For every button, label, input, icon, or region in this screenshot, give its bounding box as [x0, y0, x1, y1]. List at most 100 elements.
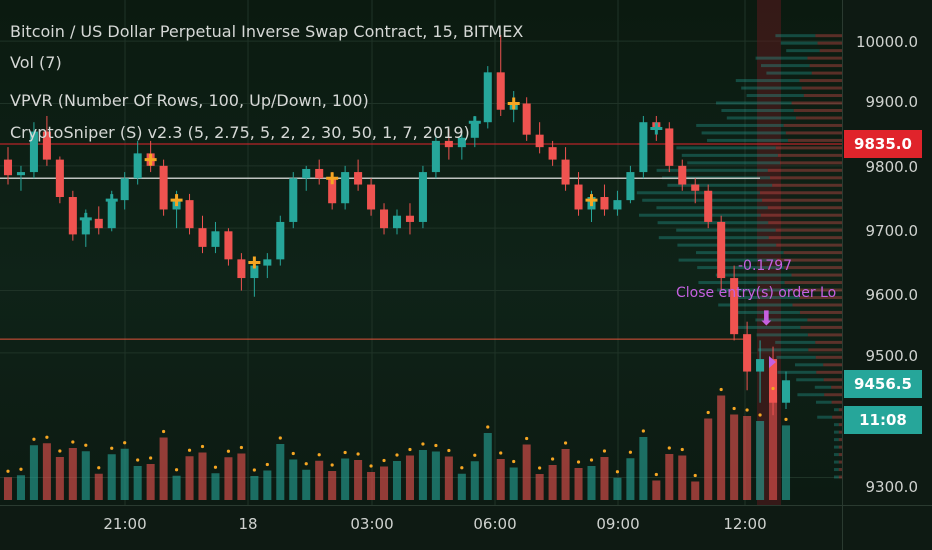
- time-axis-divider: [0, 505, 932, 506]
- price-tick: 9800.0: [865, 158, 919, 176]
- volume-profile-bar: [718, 303, 793, 307]
- candle-body: [561, 159, 570, 185]
- candle-body: [133, 153, 142, 179]
- volume-profile-bar: [807, 318, 842, 322]
- volume-ma-dot: [84, 443, 88, 447]
- volume-ma-dot: [408, 447, 412, 452]
- volume-bar: [691, 481, 700, 500]
- volume-profile-bar: [796, 378, 824, 382]
- candle-body: [29, 131, 38, 173]
- volume-bar: [769, 394, 778, 500]
- time-tick: 18: [238, 515, 258, 533]
- price-tick: 9500.0: [865, 347, 919, 365]
- volume-bar: [548, 465, 557, 500]
- bar-timer-tag: 11:08: [844, 406, 922, 434]
- time-tick: 12:00: [723, 515, 767, 533]
- candle-body: [16, 172, 25, 176]
- candle-body: [380, 209, 389, 229]
- plot-area[interactable]: [0, 0, 842, 505]
- volume-profile-bar: [636, 191, 760, 195]
- candle-body: [211, 231, 220, 247]
- volume-profile-bar: [738, 325, 801, 329]
- volume-ma-dot: [693, 473, 697, 478]
- volume-ma-dot: [97, 466, 101, 470]
- candle-body: [743, 334, 752, 372]
- close-order-label: Close entry(s) order Lo: [676, 285, 837, 301]
- volume-bar: [250, 476, 259, 500]
- signal-cross-icon: [507, 97, 520, 110]
- volume-profile-bar: [697, 266, 785, 270]
- volume-profile-bar: [776, 258, 842, 262]
- volume-bar: [678, 455, 687, 500]
- volume-profile-bar: [721, 108, 794, 112]
- volume-ma-dot: [460, 466, 464, 470]
- volume-ma-dot: [680, 447, 684, 452]
- volume-ma-dot: [45, 435, 49, 439]
- candle-body: [55, 159, 64, 198]
- volume-profile-bar: [784, 281, 842, 285]
- volume-bar: [146, 464, 155, 500]
- volume-profile-bar: [657, 221, 769, 225]
- volume-profile-bar: [772, 183, 842, 187]
- volume-profile-bar: [767, 168, 842, 172]
- volume-ma-dot: [615, 470, 620, 474]
- volume-profile-bar: [817, 415, 833, 419]
- volume-ma-dot: [538, 466, 542, 470]
- price-tick: 10000.0: [855, 33, 918, 51]
- cryptosniper-indicator-label[interactable]: CryptoSniper (S) v2.3 (5, 2.75, 5, 2, 2,…: [10, 123, 470, 142]
- volume-profile-bar: [838, 468, 842, 472]
- price-tick: 9600.0: [865, 286, 919, 304]
- volume-profile-bar: [780, 41, 818, 45]
- volume-ma-dot: [291, 451, 295, 456]
- volume-bar: [172, 475, 181, 500]
- volume-ma-dot: [771, 386, 775, 391]
- candle-body: [522, 103, 531, 135]
- volume-profile-bar: [800, 325, 842, 329]
- volume-ma-dot: [226, 449, 231, 453]
- candle-body: [691, 184, 700, 191]
- candle-body: [354, 172, 363, 185]
- volume-profile-bar: [755, 56, 808, 60]
- candle-body: [405, 215, 414, 222]
- volume-ma-dot: [719, 387, 723, 392]
- volume-profile-bar: [766, 71, 812, 75]
- signal-cross-icon: [170, 194, 183, 207]
- vpvr-indicator-label[interactable]: VPVR (Number Of Rows, 100, Up/Down, 100): [10, 91, 369, 110]
- volume-bar: [42, 443, 51, 500]
- candlestick-chart[interactable]: [0, 0, 842, 505]
- volume-ma-dot: [149, 456, 153, 460]
- volume-profile-bar: [807, 333, 842, 337]
- volume-profile-bar: [784, 266, 842, 270]
- volume-bar: [704, 418, 713, 500]
- volume-profile-bar: [780, 161, 842, 165]
- candle-body: [781, 380, 791, 403]
- price-tick: 9900.0: [865, 93, 919, 111]
- volume-bar: [237, 453, 246, 500]
- volume-ma-dot: [395, 453, 399, 457]
- candle-body: [392, 215, 402, 229]
- volume-profile-bar: [838, 460, 842, 464]
- volume-ma-dot: [602, 449, 607, 453]
- volume-ma-dot: [343, 450, 347, 455]
- volume-ma-dot: [382, 458, 386, 463]
- candle-body: [237, 259, 246, 279]
- candle-body: [315, 168, 324, 179]
- volume-profile-bar: [777, 153, 842, 157]
- volume-indicator-label[interactable]: Vol (7): [10, 53, 62, 72]
- volume-ma-dot: [200, 444, 205, 449]
- volume-profile-bar: [838, 408, 842, 412]
- volume-bar: [483, 433, 492, 500]
- volume-profile-bar: [760, 213, 842, 217]
- candle-body: [470, 122, 479, 138]
- volume-bar: [781, 425, 791, 500]
- volume-bar: [133, 466, 142, 500]
- volume-profile-bar: [799, 296, 842, 299]
- volume-ma-dot: [265, 462, 269, 467]
- candle-body: [159, 165, 168, 210]
- volume-profile-bar: [819, 49, 842, 53]
- volume-profile-bar: [735, 79, 800, 83]
- volume-profile-bar: [759, 191, 842, 195]
- volume-profile-bar: [639, 213, 761, 217]
- volume-bar: [198, 452, 207, 500]
